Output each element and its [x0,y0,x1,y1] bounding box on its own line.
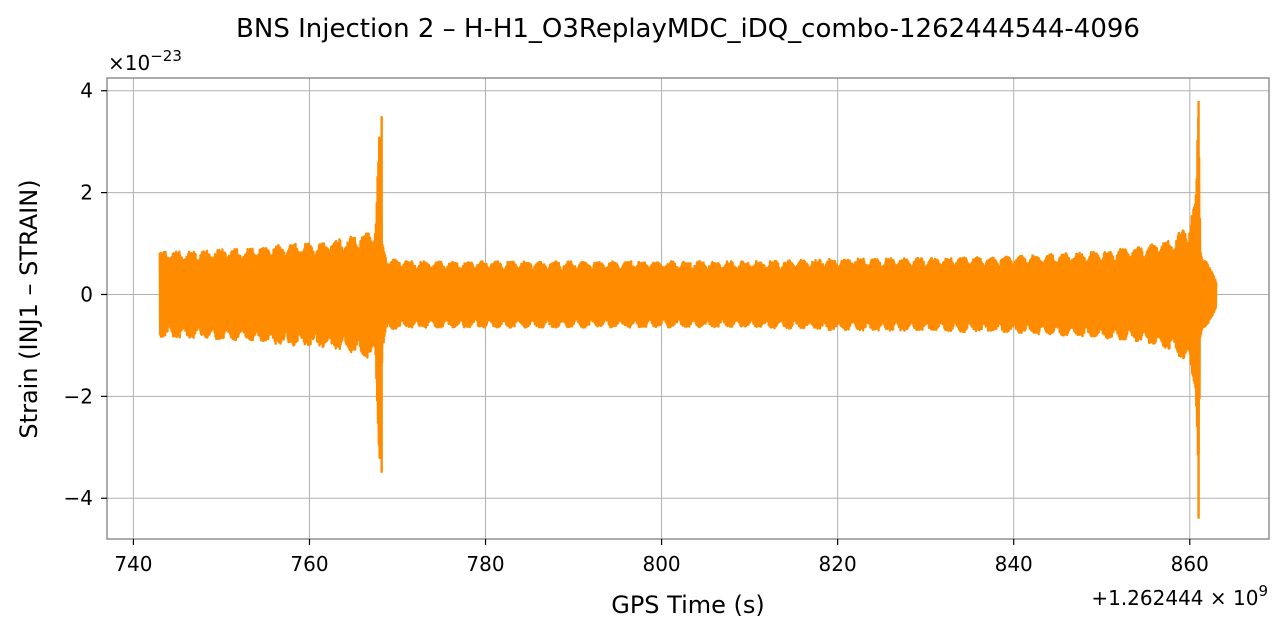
y-tick-label: −2 [64,384,93,408]
x-tick-label: 780 [466,552,504,576]
x-offset-exponent: 9 [1258,582,1268,600]
x-tick-label: 760 [290,552,328,576]
x-offset-label: +1.262444 × 109 [1091,582,1268,610]
x-tick-label: 840 [995,552,1033,576]
x-tick-label: 800 [642,552,680,576]
x-tick-label: 740 [114,552,152,576]
y-tick-label: 0 [80,282,93,306]
y-axis-label: Strain (INJ1 – STRAIN) [15,179,43,438]
x-tick-label: 820 [819,552,857,576]
y-tick-label: 4 [80,79,93,103]
series-layer [158,100,1218,519]
y-scale-exponent: −23 [150,47,182,65]
chart-title: BNS Injection 2 – H-H1_O3ReplayMDC_iDQ_c… [236,14,1140,44]
y-scale-label: ×10−23 [108,47,182,75]
y-tick-label: 2 [80,181,93,205]
y-tick-label: −4 [64,486,93,510]
strain-series-line [158,100,1218,519]
tick-layer: 740 760 780 800 820 840 860 −4 −2 0 2 4 [64,79,1209,576]
x-axis-label: GPS Time (s) [611,591,765,619]
x-tick-label: 860 [1171,552,1209,576]
plot-frame [106,77,1270,540]
